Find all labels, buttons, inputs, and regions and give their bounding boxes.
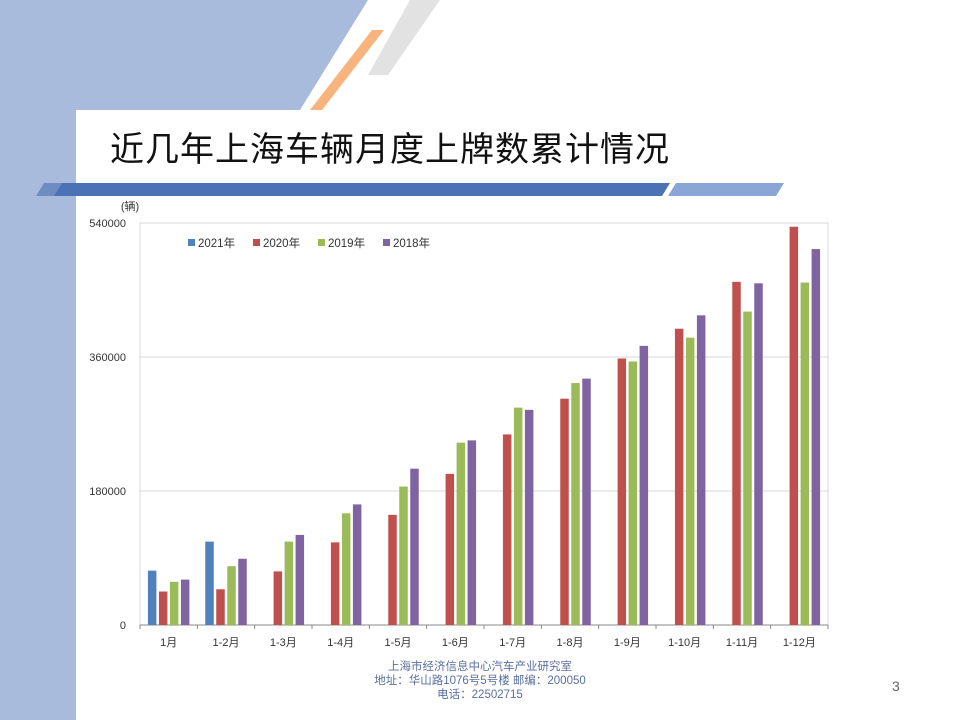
bar-2019年-1-8月	[571, 383, 580, 625]
legend-swatch-2020年	[253, 239, 260, 246]
x-tick-label: 1-12月	[783, 637, 816, 649]
bar-2019年-1-6月	[456, 442, 466, 625]
bar-2020年-1月	[158, 591, 168, 625]
x-tick-label: 1-8月	[557, 637, 584, 649]
bar-2020年-1-3月	[273, 571, 283, 625]
bar-2019年-1-10月	[685, 337, 695, 625]
bar-2018年-1月	[180, 579, 190, 625]
bar-2018年-1-8月	[582, 378, 591, 625]
header-blue-shape	[76, 0, 368, 110]
legend-label-2020年: 2020年	[263, 236, 300, 250]
x-tick-label: 1-5月	[385, 637, 412, 649]
bar-2020年-1-12月	[789, 226, 799, 625]
bar-2018年-1-11月	[754, 283, 763, 625]
bar-2020年-1-9月	[617, 358, 627, 625]
bar-2020年-1-10月	[674, 328, 684, 625]
y-tick-label: 360000	[89, 352, 126, 364]
bar-2020年-1-8月	[560, 398, 569, 625]
bar-2018年-1-10月	[696, 315, 706, 625]
bar-2019年-1-11月	[743, 311, 752, 625]
legend-swatch-2021年	[188, 239, 195, 246]
x-tick-label: 1-3月	[270, 637, 297, 649]
x-tick-label: 1-10月	[668, 637, 701, 649]
legend-swatch-2019年	[318, 239, 325, 246]
bar-2020年-1-6月	[445, 473, 455, 625]
x-tick-label: 1月	[160, 637, 177, 649]
x-tick-label: 1-4月	[327, 637, 354, 649]
footer-address: 地址：华山路1076号5号楼 邮编：200050	[374, 675, 586, 687]
left-sidebar-band	[0, 0, 76, 720]
x-tick-label: 1-2月	[213, 637, 240, 649]
bar-2019年-1-5月	[399, 486, 408, 625]
orange-accent-stripe	[310, 30, 384, 110]
bar-2018年-1-7月	[524, 409, 534, 625]
bar-2018年-1-2月	[238, 558, 247, 625]
page-number: 3	[892, 678, 900, 694]
slide-title: 近几年上海车辆月度上牌数累计情况	[110, 130, 670, 170]
bar-2019年-1-7月	[513, 407, 523, 625]
gray-accent-stripe	[368, 0, 440, 75]
bar-2020年-1-7月	[502, 434, 512, 625]
y-tick-label: 540000	[89, 218, 126, 230]
bar-2019年-1-2月	[227, 566, 236, 625]
bar-2018年-1-12月	[811, 249, 821, 626]
bar-2019年-1-12月	[800, 282, 810, 625]
bar-2018年-1-9月	[639, 345, 649, 625]
footer-contact: 上海市经济信息中心汽车产业研究室 地址：华山路1076号5号楼 邮编：20005…	[330, 660, 630, 702]
legend-label-2018年: 2018年	[393, 236, 430, 250]
bar-2020年-1-4月	[330, 542, 340, 625]
header-decoration	[76, 0, 960, 110]
bar-2018年-1-4月	[352, 504, 362, 625]
bar-2020年-1-5月	[388, 514, 397, 625]
legend-label-2021年: 2021年	[198, 236, 235, 250]
x-tick-label: 1-6月	[442, 637, 469, 649]
y-unit-label: (辆)	[121, 199, 139, 213]
x-tick-label: 1-11月	[726, 637, 758, 649]
bar-2021年-1月	[147, 570, 157, 625]
bar-2018年-1-5月	[410, 468, 419, 625]
title-card	[76, 110, 786, 184]
bar-2019年-1-3月	[284, 541, 294, 625]
footer-org: 上海市经济信息中心汽车产业研究室	[388, 661, 572, 673]
bar-2019年-1-9月	[628, 361, 638, 625]
bar-2019年-1-4月	[341, 513, 351, 625]
legend-swatch-2018年	[383, 239, 390, 246]
bar-2018年-1-3月	[295, 534, 305, 625]
bar-2019年-1月	[169, 581, 179, 625]
y-tick-label: 180000	[89, 486, 126, 498]
legend-label-2019年: 2019年	[328, 236, 365, 250]
title-underline-bar	[36, 183, 784, 196]
y-tick-label: 0	[120, 620, 126, 632]
bar-2020年-1-2月	[216, 589, 225, 625]
cumulative-registrations-chart: 540000 360000 180000 0 (辆) 1月 1-2月 1-3月 1-4月 1-5月…	[89, 199, 829, 649]
bar-2020年-1-11月	[732, 281, 741, 625]
x-tick-label: 1-9月	[614, 637, 641, 649]
footer-phone: 电话：22502715	[437, 689, 523, 701]
x-tick-label: 1-7月	[499, 637, 526, 649]
bar-2018年-1-6月	[467, 440, 477, 625]
bar-2021年-1-2月	[205, 541, 214, 625]
